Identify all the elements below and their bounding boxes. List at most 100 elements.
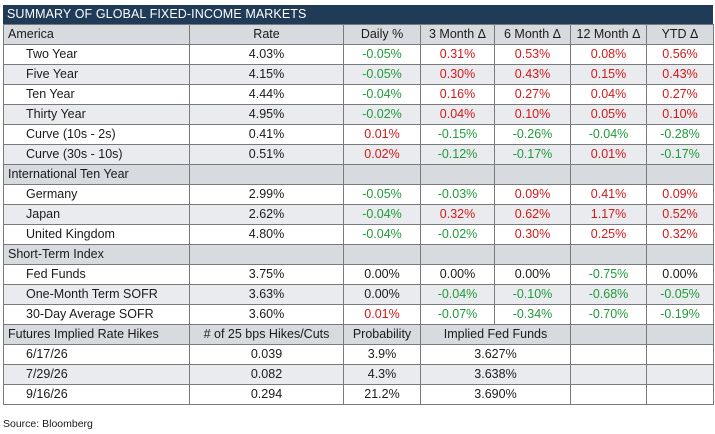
column-header: # of 25 bps Hikes/Cuts <box>189 324 344 345</box>
change-cell-m3: -0.02% <box>420 224 495 245</box>
futures-implied: 3.627% <box>420 344 571 365</box>
futures-hikes: 0.039 <box>189 344 344 365</box>
change-cell-m12: 1.17% <box>570 204 647 225</box>
empty-cell <box>570 324 647 345</box>
futures-date: 6/17/26 <box>3 344 190 365</box>
change-cell-m6: 0.53% <box>494 44 571 65</box>
change-cell-ytd: 0.56% <box>646 44 714 65</box>
change-cell-m12: 0.15% <box>570 64 647 85</box>
change-cell-m12: 0.41% <box>570 184 647 205</box>
change-cell-daily: -0.02% <box>343 104 421 125</box>
section-header-empty <box>343 164 421 185</box>
change-cell-daily: -0.05% <box>343 44 421 65</box>
futures-probability: 3.9% <box>343 344 421 365</box>
row-label: 30-Day Average SOFR <box>3 304 190 325</box>
change-cell-daily: 0.00% <box>343 284 421 305</box>
section-header-empty <box>570 244 647 265</box>
rate-cell: 4.44% <box>189 84 344 105</box>
table-row: Germany 2.99% -0.05% -0.03% 0.09% 0.41% 0.09% <box>3 184 714 205</box>
change-cell-m6: 0.09% <box>494 184 571 205</box>
column-header: Daily % <box>343 24 421 45</box>
empty-cell <box>570 384 647 405</box>
section-header-empty <box>646 244 714 265</box>
change-cell-m12: -0.68% <box>570 284 647 305</box>
empty-cell <box>570 364 647 385</box>
section-header-empty <box>570 164 647 185</box>
column-header: Rate <box>189 24 344 45</box>
row-label: One-Month Term SOFR <box>3 284 190 305</box>
empty-cell <box>646 324 714 345</box>
change-cell-m12: 0.04% <box>570 84 647 105</box>
change-cell-m12: 0.05% <box>570 104 647 125</box>
change-cell-m3: 0.16% <box>420 84 495 105</box>
futures-date: 7/29/26 <box>3 364 190 385</box>
rate-cell: 4.95% <box>189 104 344 125</box>
section-label: Short-Term Index <box>3 244 190 265</box>
row-label: Germany <box>3 184 190 205</box>
section-header-empty <box>343 244 421 265</box>
change-cell-m3: 0.30% <box>420 64 495 85</box>
change-cell-ytd: 0.32% <box>646 224 714 245</box>
table-row: Thirty Year 4.95% -0.02% 0.04% 0.10% 0.05% 0.1… <box>3 104 714 125</box>
rate-cell: 3.60% <box>189 304 344 325</box>
source-note: Source: Bloomberg <box>3 418 93 430</box>
futures-implied: 3.638% <box>420 364 571 385</box>
row-label: Thirty Year <box>3 104 190 125</box>
row-label: Ten Year <box>3 84 190 105</box>
change-cell-ytd: -0.17% <box>646 144 714 165</box>
column-header: 3 Month Δ <box>420 24 495 45</box>
change-cell-daily: -0.05% <box>343 184 421 205</box>
change-cell-m6: -0.34% <box>494 304 571 325</box>
section-header-row: International Ten Year <box>3 164 714 185</box>
fixed-income-summary: SUMMARY OF GLOBAL FIXED-INCOME MARKETS A… <box>3 5 714 405</box>
futures-date: 9/16/26 <box>3 384 190 405</box>
row-label: Fed Funds <box>3 264 190 285</box>
section-header-empty <box>494 244 571 265</box>
table-row: Two Year 4.03% -0.05% 0.31% 0.53% 0.08% 0.56% <box>3 44 714 65</box>
row-label: Curve (10s - 2s) <box>3 124 190 145</box>
section-header-empty <box>646 164 714 185</box>
column-header: Probability <box>343 324 421 345</box>
change-cell-daily: 0.01% <box>343 124 421 145</box>
change-cell-m12: -0.04% <box>570 124 647 145</box>
change-cell-daily: -0.04% <box>343 204 421 225</box>
table-row: Japan 2.62% -0.04% 0.32% 0.62% 1.17% 0.52% <box>3 204 714 225</box>
change-cell-ytd: -0.28% <box>646 124 714 145</box>
change-cell-m3: 0.04% <box>420 104 495 125</box>
futures-hikes: 0.082 <box>189 364 344 385</box>
change-cell-m12: 0.01% <box>570 144 647 165</box>
section-header-empty <box>189 244 344 265</box>
row-label: Five Year <box>3 64 190 85</box>
table-row: 30-Day Average SOFR 3.60% 0.01% -0.07% -0.34… <box>3 304 714 325</box>
table-row: 9/16/26 0.294 21.2% 3.690% <box>3 384 714 405</box>
table-row: Ten Year 4.44% -0.04% 0.16% 0.27% 0.04% 0.27% <box>3 84 714 105</box>
change-cell-daily: -0.04% <box>343 84 421 105</box>
row-label: Japan <box>3 204 190 225</box>
change-cell-daily: 0.01% <box>343 304 421 325</box>
change-cell-m6: 0.27% <box>494 84 571 105</box>
change-cell-m3: 0.00% <box>420 264 495 285</box>
empty-cell <box>646 364 714 385</box>
table-row: Curve (30s - 10s) 0.51% 0.02% -0.12% -0.17% 0… <box>3 144 714 165</box>
section-header-row: Short-Term Index <box>3 244 714 265</box>
section-label: International Ten Year <box>3 164 190 185</box>
row-label: Two Year <box>3 44 190 65</box>
change-cell-m12: -0.70% <box>570 304 647 325</box>
change-cell-ytd: 0.27% <box>646 84 714 105</box>
change-cell-m6: 0.43% <box>494 64 571 85</box>
change-cell-m3: -0.12% <box>420 144 495 165</box>
change-cell-daily: -0.04% <box>343 224 421 245</box>
section-header-empty <box>420 244 495 265</box>
futures-probability: 21.2% <box>343 384 421 405</box>
change-cell-m3: 0.32% <box>420 204 495 225</box>
empty-cell <box>646 344 714 365</box>
rate-cell: 2.62% <box>189 204 344 225</box>
section-header-empty <box>420 164 495 185</box>
table-row: 7/29/26 0.082 4.3% 3.638% <box>3 364 714 385</box>
change-cell-ytd: 0.52% <box>646 204 714 225</box>
change-cell-m6: 0.62% <box>494 204 571 225</box>
rate-cell: 4.15% <box>189 64 344 85</box>
empty-cell <box>646 384 714 405</box>
